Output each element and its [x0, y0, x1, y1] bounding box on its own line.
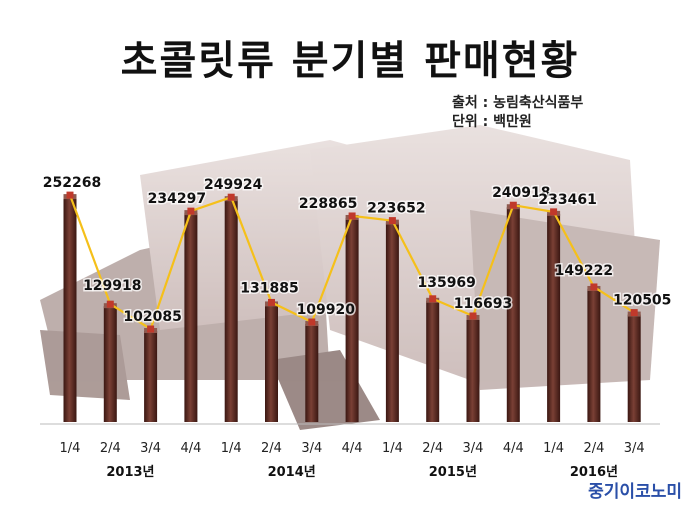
x-tick-label: 2/4 — [261, 441, 282, 456]
year-group-label: 2016년 — [570, 465, 618, 480]
data-label: 233461 — [538, 192, 596, 208]
bar — [466, 317, 480, 422]
bar — [345, 217, 359, 422]
source-note: 출처 : 농림축산식품부 — [452, 95, 584, 111]
x-tick-label: 4/4 — [180, 441, 201, 456]
data-label: 149222 — [555, 263, 613, 279]
watermark-logo: 중기이코노미 — [588, 482, 682, 502]
line-marker — [509, 201, 517, 209]
x-tick-label: 3/4 — [624, 441, 645, 456]
data-label: 252268 — [43, 175, 101, 191]
bar — [385, 222, 399, 422]
data-label: 223652 — [367, 201, 425, 217]
x-tick-label: 3/4 — [301, 441, 322, 456]
line-marker — [429, 295, 437, 303]
data-label: 109920 — [297, 302, 356, 318]
x-tick-label: 1/4 — [60, 441, 81, 456]
bar — [426, 300, 440, 422]
data-label: 234297 — [148, 191, 206, 207]
x-tick-label: 1/4 — [221, 441, 242, 456]
line-marker — [66, 191, 74, 199]
line-marker — [388, 217, 396, 225]
x-tick-label: 1/4 — [382, 441, 403, 456]
data-label: 240918 — [492, 185, 550, 201]
line-marker — [308, 318, 316, 326]
line-group — [66, 191, 638, 333]
bar — [547, 213, 561, 422]
year-group-label: 2013년 — [106, 465, 154, 480]
data-label: 228865 — [299, 196, 357, 212]
chart-title: 초콜릿류 분기별 판매현황 — [120, 38, 580, 84]
x-axis: 1/4 2/4 3/4 4/4 1/4 2/4 3/4 4/4 1/4 2/4 3/4 4/4 1/4 2… — [40, 423, 660, 480]
x-tick-label: 2/4 — [583, 441, 604, 456]
x-tick-label: 1/4 — [543, 441, 564, 456]
data-label: 120505 — [613, 293, 671, 309]
x-tick-label: 2/4 — [100, 441, 121, 456]
data-label: 129918 — [83, 278, 141, 294]
bar — [184, 213, 198, 422]
year-group-label: 2015년 — [429, 465, 477, 480]
line-marker — [590, 283, 598, 291]
unit-note: 단위 : 백만원 — [452, 114, 532, 130]
x-tick-label: 3/4 — [140, 441, 161, 456]
x-tick-label: 4/4 — [342, 441, 363, 456]
bar — [506, 207, 520, 422]
x-tick-label: 4/4 — [503, 441, 524, 456]
bar — [63, 197, 77, 422]
bar — [305, 324, 319, 422]
line-marker — [187, 207, 195, 215]
line-marker — [268, 298, 275, 306]
data-label: 135969 — [417, 275, 475, 291]
line-marker — [630, 309, 638, 317]
year-group-label: 2014년 — [268, 465, 316, 480]
line-marker — [550, 208, 558, 216]
line-marker — [106, 300, 114, 308]
line-marker — [227, 193, 235, 201]
bar — [103, 306, 117, 422]
data-label: 116693 — [454, 296, 512, 312]
bar — [224, 199, 238, 422]
bar — [265, 304, 278, 422]
bar — [587, 288, 601, 422]
bar — [144, 330, 158, 422]
data-label: 102085 — [123, 309, 181, 325]
bar — [627, 314, 641, 422]
x-tick-label: 2/4 — [422, 441, 443, 456]
line-marker — [348, 212, 356, 220]
bars-group — [63, 194, 641, 422]
data-label: 131885 — [240, 280, 298, 296]
x-tick-label: 3/4 — [463, 441, 484, 456]
line-marker — [147, 325, 155, 333]
line-marker — [469, 312, 477, 320]
data-label: 249924 — [204, 177, 263, 193]
